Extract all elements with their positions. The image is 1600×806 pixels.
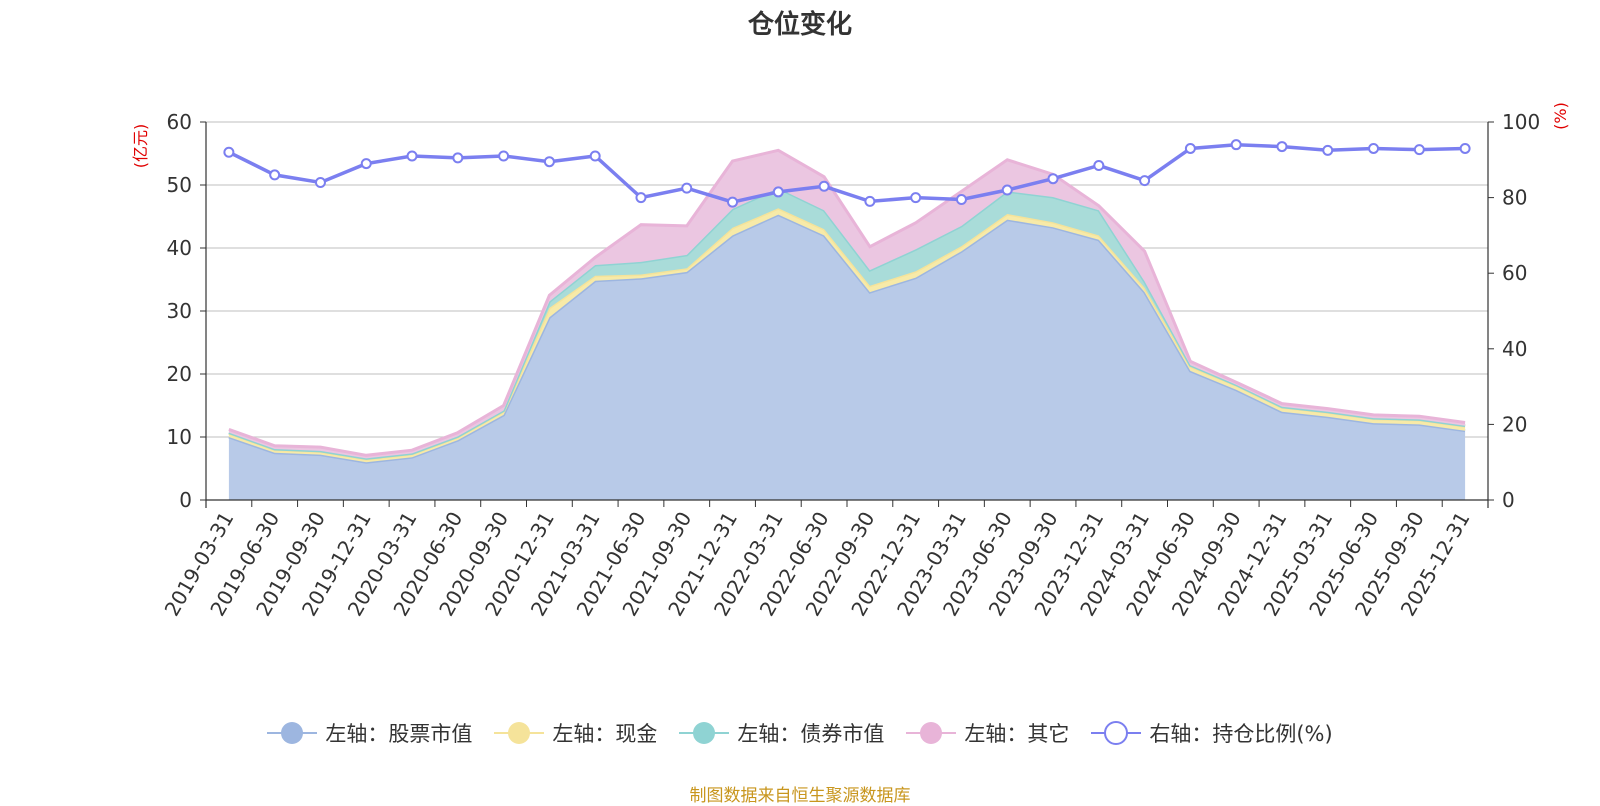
ratio-point: [727, 196, 739, 208]
left-tick-label: 0: [179, 488, 192, 512]
source-note: 制图数据来自恒生聚源数据库: [689, 786, 911, 806]
ratio-point: [314, 176, 326, 188]
ratio-line-series: [223, 139, 1471, 208]
ratio-point: [1047, 173, 1059, 185]
ratio-point: [360, 158, 372, 170]
chart-title: 仓位变化: [747, 10, 852, 40]
right-axis-unit: (%): [1551, 102, 1570, 130]
ratio-point: [223, 146, 235, 158]
legend-swatch-icon: [267, 722, 318, 744]
right-tick-label: 80: [1502, 186, 1527, 210]
legend-item[interactable]: 右轴：持仓比例(%): [1091, 718, 1333, 748]
right-tick-label: 20: [1502, 412, 1527, 436]
ratio-point: [772, 186, 784, 198]
legend-swatch-icon: [679, 722, 730, 744]
left-tick-label: 10: [167, 425, 192, 449]
right-tick-label: 60: [1502, 261, 1527, 285]
legend-swatch-icon: [1091, 721, 1142, 745]
legend-swatch-icon: [494, 722, 545, 744]
legend-label: 左轴：股票市值: [325, 722, 473, 746]
ratio-point: [1184, 142, 1196, 154]
ratio-point: [498, 150, 510, 162]
legend-label: 左轴：现金: [552, 722, 658, 746]
ratio-point: [452, 152, 464, 164]
ratio-point: [635, 192, 647, 204]
legend-label: 左轴：其它: [964, 722, 1070, 746]
ratio-point: [1368, 142, 1380, 154]
area-左轴：股票市值: [228, 214, 1466, 500]
left-tick-label: 30: [167, 299, 192, 323]
ratio-point: [1093, 159, 1105, 171]
legend-label: 左轴：债券市值: [737, 722, 885, 746]
ratio-point: [406, 150, 418, 162]
stacked-areas: [228, 148, 1466, 500]
ratio-point: [1413, 144, 1425, 156]
legend-item[interactable]: 左轴：现金: [494, 718, 657, 748]
left-tick-label: 20: [167, 362, 192, 386]
ratio-point: [1459, 142, 1471, 154]
legend-label: 右轴：持仓比例(%): [1149, 722, 1333, 746]
right-tick-label: 40: [1502, 337, 1527, 361]
ratio-point: [681, 182, 693, 194]
ratio-point: [955, 193, 967, 205]
ratio-line: [228, 142, 1466, 204]
legend-swatch-icon: [906, 722, 957, 744]
ratio-point: [589, 150, 601, 162]
ratio-point: [1230, 139, 1242, 151]
legend-item[interactable]: 左轴：债券市值: [679, 718, 884, 748]
legend: 左轴：股票市值 左轴：现金 左轴：债券市值 左轴：其它 右轴：持仓比例(%): [0, 718, 1600, 748]
area-line-左轴：其它: [228, 148, 1466, 457]
legend-item[interactable]: 左轴：股票市值: [267, 718, 472, 748]
ratio-point: [269, 169, 281, 181]
ratio-point: [1276, 141, 1288, 153]
ratio-point: [1139, 175, 1151, 187]
left-tick-label: 50: [167, 173, 192, 197]
right-tick-label: 0: [1502, 488, 1515, 512]
ratio-point: [543, 156, 555, 168]
right-tick-label: 100: [1502, 110, 1540, 134]
left-axis-unit: (亿元): [131, 124, 150, 169]
ratio-point: [818, 180, 830, 192]
ratio-point: [1322, 144, 1334, 156]
ratio-point: [864, 195, 876, 207]
left-tick-label: 40: [167, 236, 192, 260]
ratio-point: [910, 192, 922, 204]
left-tick-label: 60: [167, 110, 192, 134]
ratio-point: [1001, 184, 1013, 196]
legend-item[interactable]: 左轴：其它: [906, 718, 1069, 748]
